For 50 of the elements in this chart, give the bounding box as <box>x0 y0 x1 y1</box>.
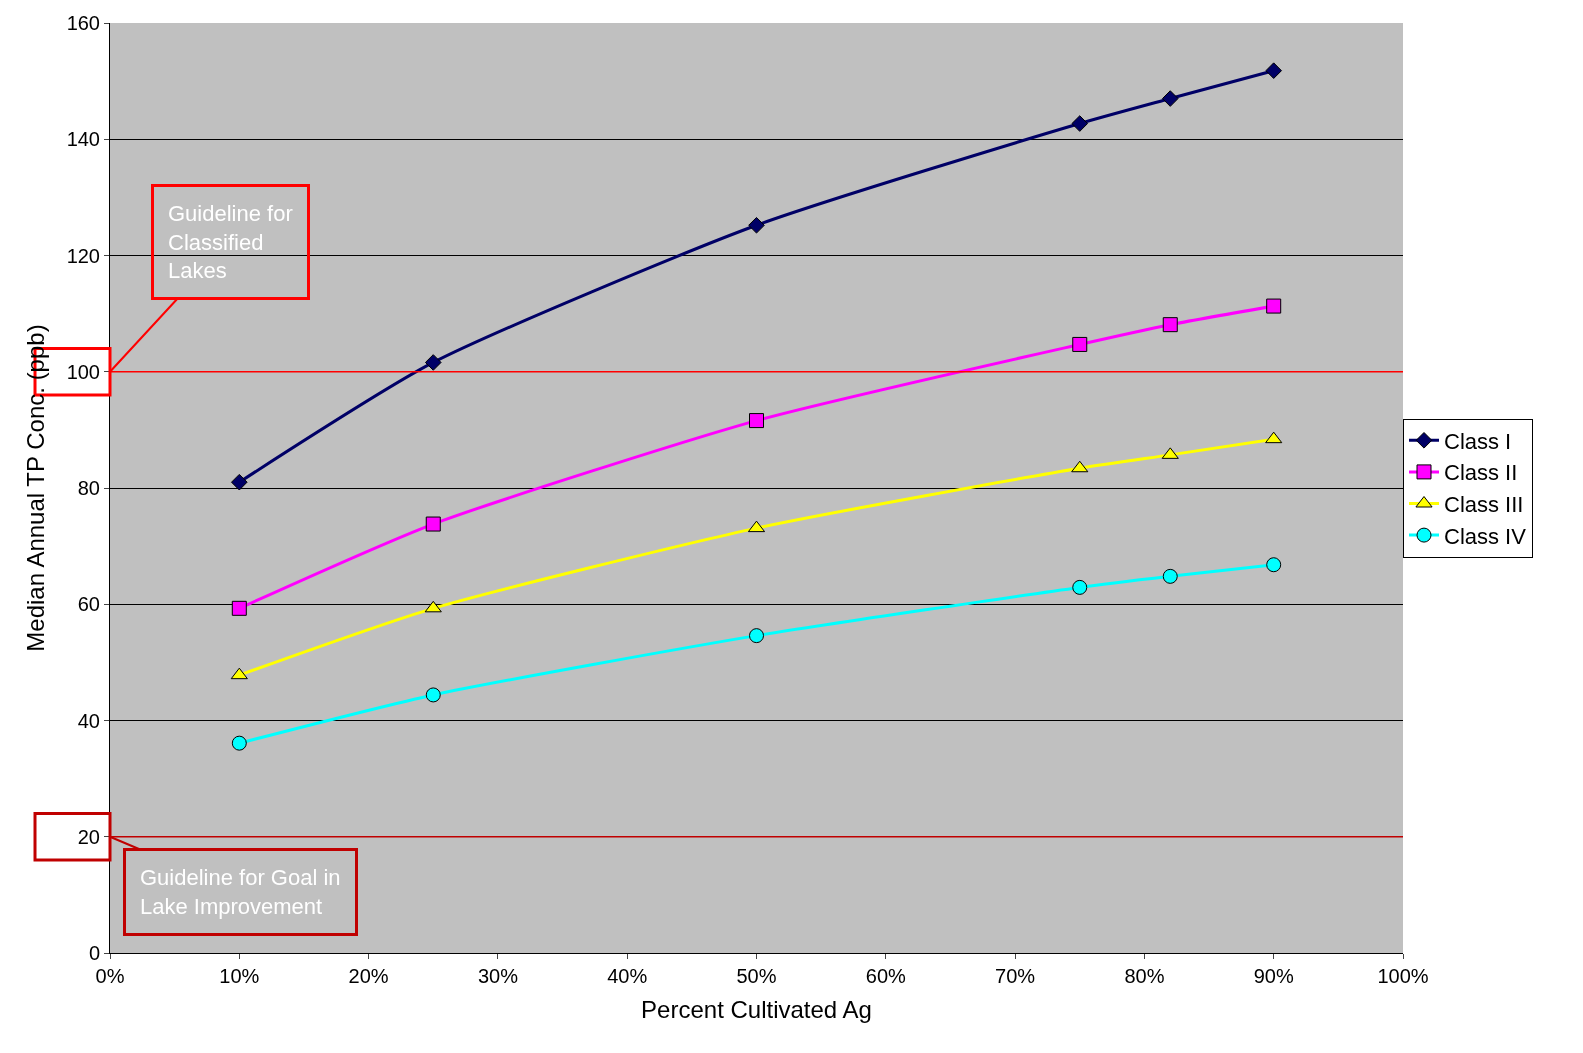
y-tick-label: 40 <box>77 709 100 732</box>
legend-label: Class I <box>1444 428 1512 454</box>
legend-label: Class II <box>1444 460 1518 486</box>
x-tick-label: 90% <box>1253 965 1294 987</box>
point <box>424 600 442 613</box>
point <box>1071 115 1089 132</box>
y-tick-label: 0 <box>88 942 100 964</box>
x-tick-label: 80% <box>1124 965 1165 987</box>
annotation: Guideline for Goal in Lake Improvement <box>140 865 341 919</box>
x-tick-label: 20% <box>348 965 389 987</box>
point <box>425 687 441 703</box>
point <box>1162 317 1178 333</box>
legend-label: Class III <box>1444 492 1524 518</box>
point <box>231 735 247 751</box>
point <box>1161 90 1179 107</box>
point <box>748 216 765 234</box>
y-tick-label: 100 <box>66 360 100 383</box>
y-tick-label: 140 <box>66 128 100 151</box>
y-axis-title: Median Annual TP Conc. (ppb) <box>21 324 49 652</box>
x-tick-label: 60% <box>865 965 907 987</box>
y-tick-label: 20 <box>77 825 100 848</box>
annotation: Guideline for Classified Lakes <box>168 201 293 284</box>
point <box>230 667 248 680</box>
point <box>749 413 764 429</box>
point <box>425 516 441 532</box>
x-tick-label: 30% <box>477 965 519 987</box>
point <box>424 354 442 371</box>
x-axis-title: Percent Cultivated Ag <box>641 996 872 1024</box>
point <box>1266 557 1282 573</box>
y-tick-label: 80 <box>77 477 100 499</box>
x-tick-label: 40% <box>607 965 648 987</box>
point <box>749 628 764 644</box>
y-tick-label: 160 <box>66 12 100 34</box>
legend-label: Class IV <box>1444 523 1527 549</box>
x-tick-label: 70% <box>995 965 1036 987</box>
x-tick-label: 10% <box>219 965 260 987</box>
point <box>1072 336 1088 352</box>
y-tick-label: 60 <box>77 593 100 616</box>
x-tick-label: 0% <box>95 965 125 987</box>
x-tick-label: 100% <box>1377 965 1429 987</box>
point <box>1071 460 1089 473</box>
point <box>1265 431 1283 444</box>
point <box>231 600 247 616</box>
y-tick-label: 120 <box>66 244 100 267</box>
point <box>1265 62 1282 79</box>
point <box>231 473 248 491</box>
point <box>1266 298 1282 314</box>
point <box>1162 568 1178 584</box>
x-tick-label: 50% <box>736 965 777 987</box>
point <box>1072 579 1088 595</box>
